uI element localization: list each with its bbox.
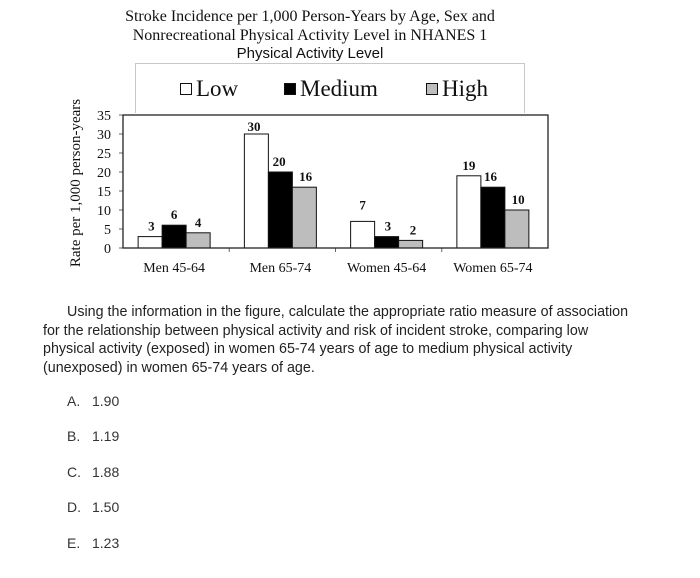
bar-medium-0 xyxy=(161,224,187,249)
y-tick-label: 20 xyxy=(97,166,111,181)
option-value: 1.19 xyxy=(92,428,120,444)
option-value: 1.88 xyxy=(92,464,120,480)
bar-low-0 xyxy=(137,236,163,249)
bar-medium-2 xyxy=(374,236,400,249)
bar-high-3 xyxy=(504,209,530,249)
bar-medium-3 xyxy=(480,186,506,249)
data-label: 4 xyxy=(195,215,202,230)
y-tick-label: 15 xyxy=(97,185,111,200)
x-category-label: Men 45-64 xyxy=(143,261,205,276)
data-label: 3 xyxy=(148,219,155,234)
data-label: 10 xyxy=(512,192,525,207)
option-letter: D. xyxy=(67,499,81,515)
y-tick-label: 25 xyxy=(97,147,111,162)
legend-item-high: High xyxy=(426,76,488,102)
legend-swatch-low xyxy=(180,83,192,95)
plot-frame xyxy=(122,114,549,249)
y-tick-label: 0 xyxy=(104,242,111,257)
data-label: 19 xyxy=(462,158,476,173)
option-value: 1.23 xyxy=(92,535,120,551)
option-value: 1.90 xyxy=(92,393,120,409)
question-line-1: Using the information in the figure, cal… xyxy=(67,304,629,320)
y-tick-label: 5 xyxy=(104,223,111,238)
bar-medium-1 xyxy=(267,171,293,249)
option-letter: E. xyxy=(67,535,81,551)
data-label: 7 xyxy=(359,197,366,212)
answer-option-b[interactable]: B. 1.19 xyxy=(67,428,119,444)
x-category-label: Women 45-64 xyxy=(347,261,426,276)
answer-option-c[interactable]: C. 1.88 xyxy=(67,464,119,480)
option-letter: B. xyxy=(67,428,81,444)
data-label: 20 xyxy=(273,154,286,169)
y-tick-label: 35 xyxy=(97,109,111,124)
legend-swatch-high xyxy=(426,83,438,95)
data-label: 16 xyxy=(484,169,498,184)
bar-chart: Rate per 1,000 person-years 051015202530… xyxy=(68,99,549,276)
y-axis-label-group: Rate per 1,000 person-years xyxy=(68,99,84,267)
bar-high-1 xyxy=(291,186,317,249)
option-letter: C. xyxy=(67,464,81,480)
y-axis-ticks: 0 5 10 15 20 25 30 35 xyxy=(97,109,123,257)
legend: Low Medium High xyxy=(135,63,525,113)
legend-swatch-medium xyxy=(284,83,296,95)
bars xyxy=(137,133,530,249)
option-letter: A. xyxy=(67,393,81,409)
bar-low-3 xyxy=(456,175,482,249)
x-category-label: Women 65-74 xyxy=(453,261,532,276)
option-value: 1.50 xyxy=(92,499,120,515)
data-label: 30 xyxy=(247,119,260,134)
data-label: 2 xyxy=(410,222,417,237)
chart-title-line-2: Nonrecreational Physical Activity Level … xyxy=(132,27,488,44)
data-labels: 3 6 4 30 20 16 7 3 2 19 16 10 xyxy=(148,119,525,237)
y-tick-label: 10 xyxy=(97,204,111,219)
legend-label-low: Low xyxy=(196,76,239,101)
y-axis-label: Rate per 1,000 person-years xyxy=(68,99,84,267)
question-line-4: (unexposed) in women 65-74 years of age. xyxy=(43,359,315,376)
data-label: 3 xyxy=(385,219,392,234)
bar-low-2 xyxy=(350,220,376,249)
legend-item-medium: Medium xyxy=(284,76,378,102)
bar-high-0 xyxy=(185,232,211,249)
data-label: 6 xyxy=(171,207,178,222)
legend-title: Physical Activity Level xyxy=(236,45,384,62)
answer-option-e[interactable]: E. 1.23 xyxy=(67,535,119,551)
question-line-2: for the relationship between physical ac… xyxy=(43,322,589,339)
legend-item-low: Low xyxy=(180,76,238,102)
legend-label-medium: Medium xyxy=(300,76,378,101)
x-category-label: Men 65-74 xyxy=(249,261,311,276)
data-label: 16 xyxy=(299,169,313,184)
answer-option-a[interactable]: A. 1.90 xyxy=(67,393,119,409)
answer-option-d[interactable]: D. 1.50 xyxy=(67,499,119,515)
legend-label-high: High xyxy=(442,76,488,101)
question-text: Using the information in the figure, cal… xyxy=(43,303,693,377)
y-tick-label: 30 xyxy=(97,128,111,143)
chart-title-line-1: Stroke Incidence per 1,000 Person-Years … xyxy=(125,8,495,25)
bar-low-1 xyxy=(243,133,269,249)
bar-high-2 xyxy=(398,239,424,249)
question-line-3: physical activity (exposed) in women 65-… xyxy=(43,341,573,357)
x-axis-ticks: Men 45-64 Men 65-74 Women 45-64 Women 65-74 xyxy=(143,248,533,276)
